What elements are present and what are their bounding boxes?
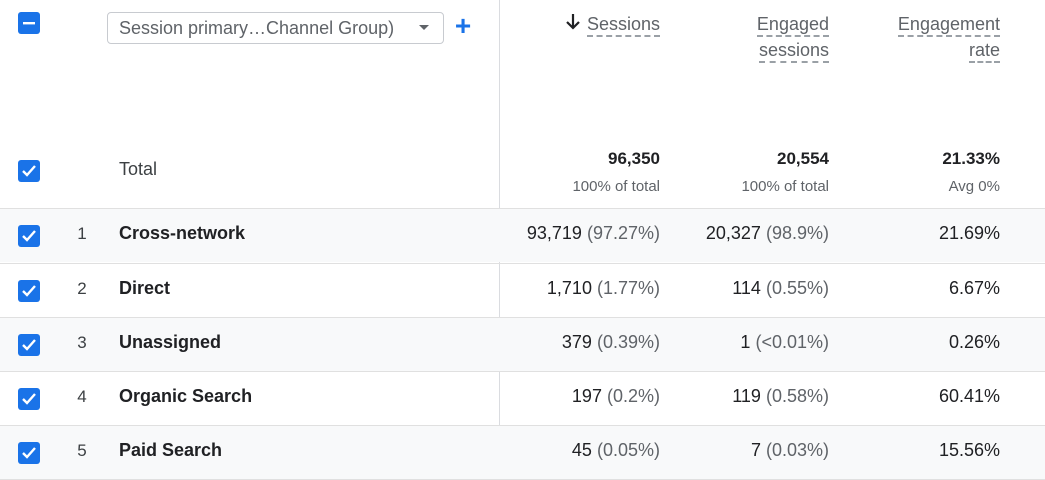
row-engaged: 119 (0.58%)	[732, 386, 829, 407]
row-sessions: 197 (0.2%)	[572, 386, 660, 407]
sessions-value: 93,719	[526, 223, 582, 243]
column-header-engagement-rate[interactable]: Engagement rate	[897, 11, 1000, 63]
column-header-engaged-line2: sessions	[758, 40, 829, 63]
dimension-select[interactable]: Session primary…Channel Group)	[107, 12, 444, 44]
sessions-value: 379	[561, 332, 592, 352]
total-rate: 21.33%	[942, 149, 1000, 168]
row-sessions: 1,710 (1.77%)	[547, 278, 660, 299]
sessions-percent: (0.2%)	[606, 386, 660, 406]
table-row[interactable]: 2 Direct 1,710 (1.77%) 114 (0.55%) 6.67%	[0, 263, 1045, 317]
column-header-sessions-label: Sessions	[586, 14, 660, 37]
engaged-percent: (<0.01%)	[755, 332, 829, 352]
row-engaged: 7 (0.03%)	[751, 440, 829, 461]
engaged-value: 7	[750, 440, 761, 460]
total-engaged: 20,554	[777, 149, 829, 168]
minus-icon	[23, 22, 35, 25]
row-checkbox[interactable]	[18, 280, 40, 302]
check-icon	[22, 165, 36, 177]
table-row[interactable]: 1 Cross-network 93,719 (97.27%) 20,327 (…	[0, 208, 1045, 262]
sessions-percent: (0.05%)	[596, 440, 660, 460]
column-header-engaged-sessions[interactable]: Engaged sessions	[756, 11, 829, 63]
row-channel-name: Unassigned	[119, 332, 222, 352]
table-row[interactable]: 3 Unassigned 379 (0.39%) 1 (<0.01%) 0.26…	[0, 317, 1045, 371]
select-all-checkbox[interactable]	[18, 12, 40, 34]
total-label: Total	[119, 159, 158, 179]
engaged-percent: (0.55%)	[765, 278, 829, 298]
engaged-percent: (0.03%)	[765, 440, 829, 460]
engaged-percent: (98.9%)	[765, 223, 829, 243]
row-number: 3	[77, 333, 87, 352]
engaged-value: 1	[740, 332, 751, 352]
row-rate: 21.69%	[938, 223, 1000, 243]
row-number: 1	[77, 224, 87, 243]
check-icon	[22, 285, 36, 297]
column-header-sessions[interactable]: Sessions	[565, 11, 660, 38]
table-row[interactable]: 4 Organic Search 197 (0.2%) 119 (0.58%) …	[0, 371, 1045, 425]
check-icon	[22, 230, 36, 242]
engaged-percent: (0.58%)	[765, 386, 829, 406]
total-sessions-sub: 100% of total	[572, 178, 660, 195]
sessions-value: 197	[571, 386, 602, 406]
column-header-rate-line2: rate	[968, 40, 1000, 63]
row-checkbox[interactable]	[18, 388, 40, 410]
plus-icon[interactable]: +	[454, 10, 472, 41]
row-engaged: 20,327 (98.9%)	[706, 223, 829, 244]
row-sessions: 45 (0.05%)	[572, 440, 660, 461]
total-sessions: 96,350	[608, 149, 660, 168]
row-channel-name: Organic Search	[119, 386, 253, 406]
dimension-select-value: Session primary…Channel Group)	[119, 17, 395, 38]
row-sessions: 379 (0.39%)	[562, 332, 660, 353]
row-rate: 60.41%	[938, 386, 1000, 406]
total-checkbox[interactable]	[18, 160, 40, 182]
row-number: 4	[77, 387, 87, 406]
sessions-value: 45	[571, 440, 592, 460]
engaged-value: 119	[732, 386, 761, 406]
column-header-engaged-line1: Engaged	[756, 14, 829, 37]
row-channel-name: Paid Search	[119, 440, 223, 460]
engaged-value: 114	[732, 278, 761, 298]
check-icon	[22, 393, 36, 405]
row-rate: 6.67%	[948, 278, 1000, 298]
row-rate: 0.26%	[948, 332, 1000, 352]
sessions-percent: (97.27%)	[586, 223, 660, 243]
caret-down-icon	[419, 25, 429, 30]
row-checkbox[interactable]	[18, 225, 40, 247]
column-header-rate-line1: Engagement	[897, 14, 1000, 37]
check-icon	[22, 447, 36, 459]
check-icon	[22, 339, 36, 351]
arrow-down-icon[interactable]	[565, 12, 581, 38]
sessions-value: 1,710	[546, 278, 592, 298]
row-number: 2	[77, 279, 87, 298]
sessions-percent: (1.77%)	[596, 278, 660, 298]
row-engaged: 1 (<0.01%)	[740, 332, 829, 353]
row-checkbox[interactable]	[18, 334, 40, 356]
sessions-percent: (0.39%)	[596, 332, 660, 352]
row-checkbox[interactable]	[18, 442, 40, 464]
total-rate-sub: Avg 0%	[948, 178, 1000, 195]
table-row[interactable]: 5 Paid Search 45 (0.05%) 7 (0.03%) 15.56…	[0, 425, 1045, 479]
total-engaged-sub: 100% of total	[741, 178, 829, 195]
row-number: 5	[77, 441, 87, 460]
row-rate: 15.56%	[938, 440, 1000, 460]
row-channel-name: Cross-network	[119, 223, 246, 243]
row-channel-name: Direct	[119, 278, 171, 298]
row-sessions: 93,719 (97.27%)	[527, 223, 660, 244]
engaged-value: 20,327	[705, 223, 761, 243]
row-engaged: 114 (0.55%)	[732, 278, 829, 299]
